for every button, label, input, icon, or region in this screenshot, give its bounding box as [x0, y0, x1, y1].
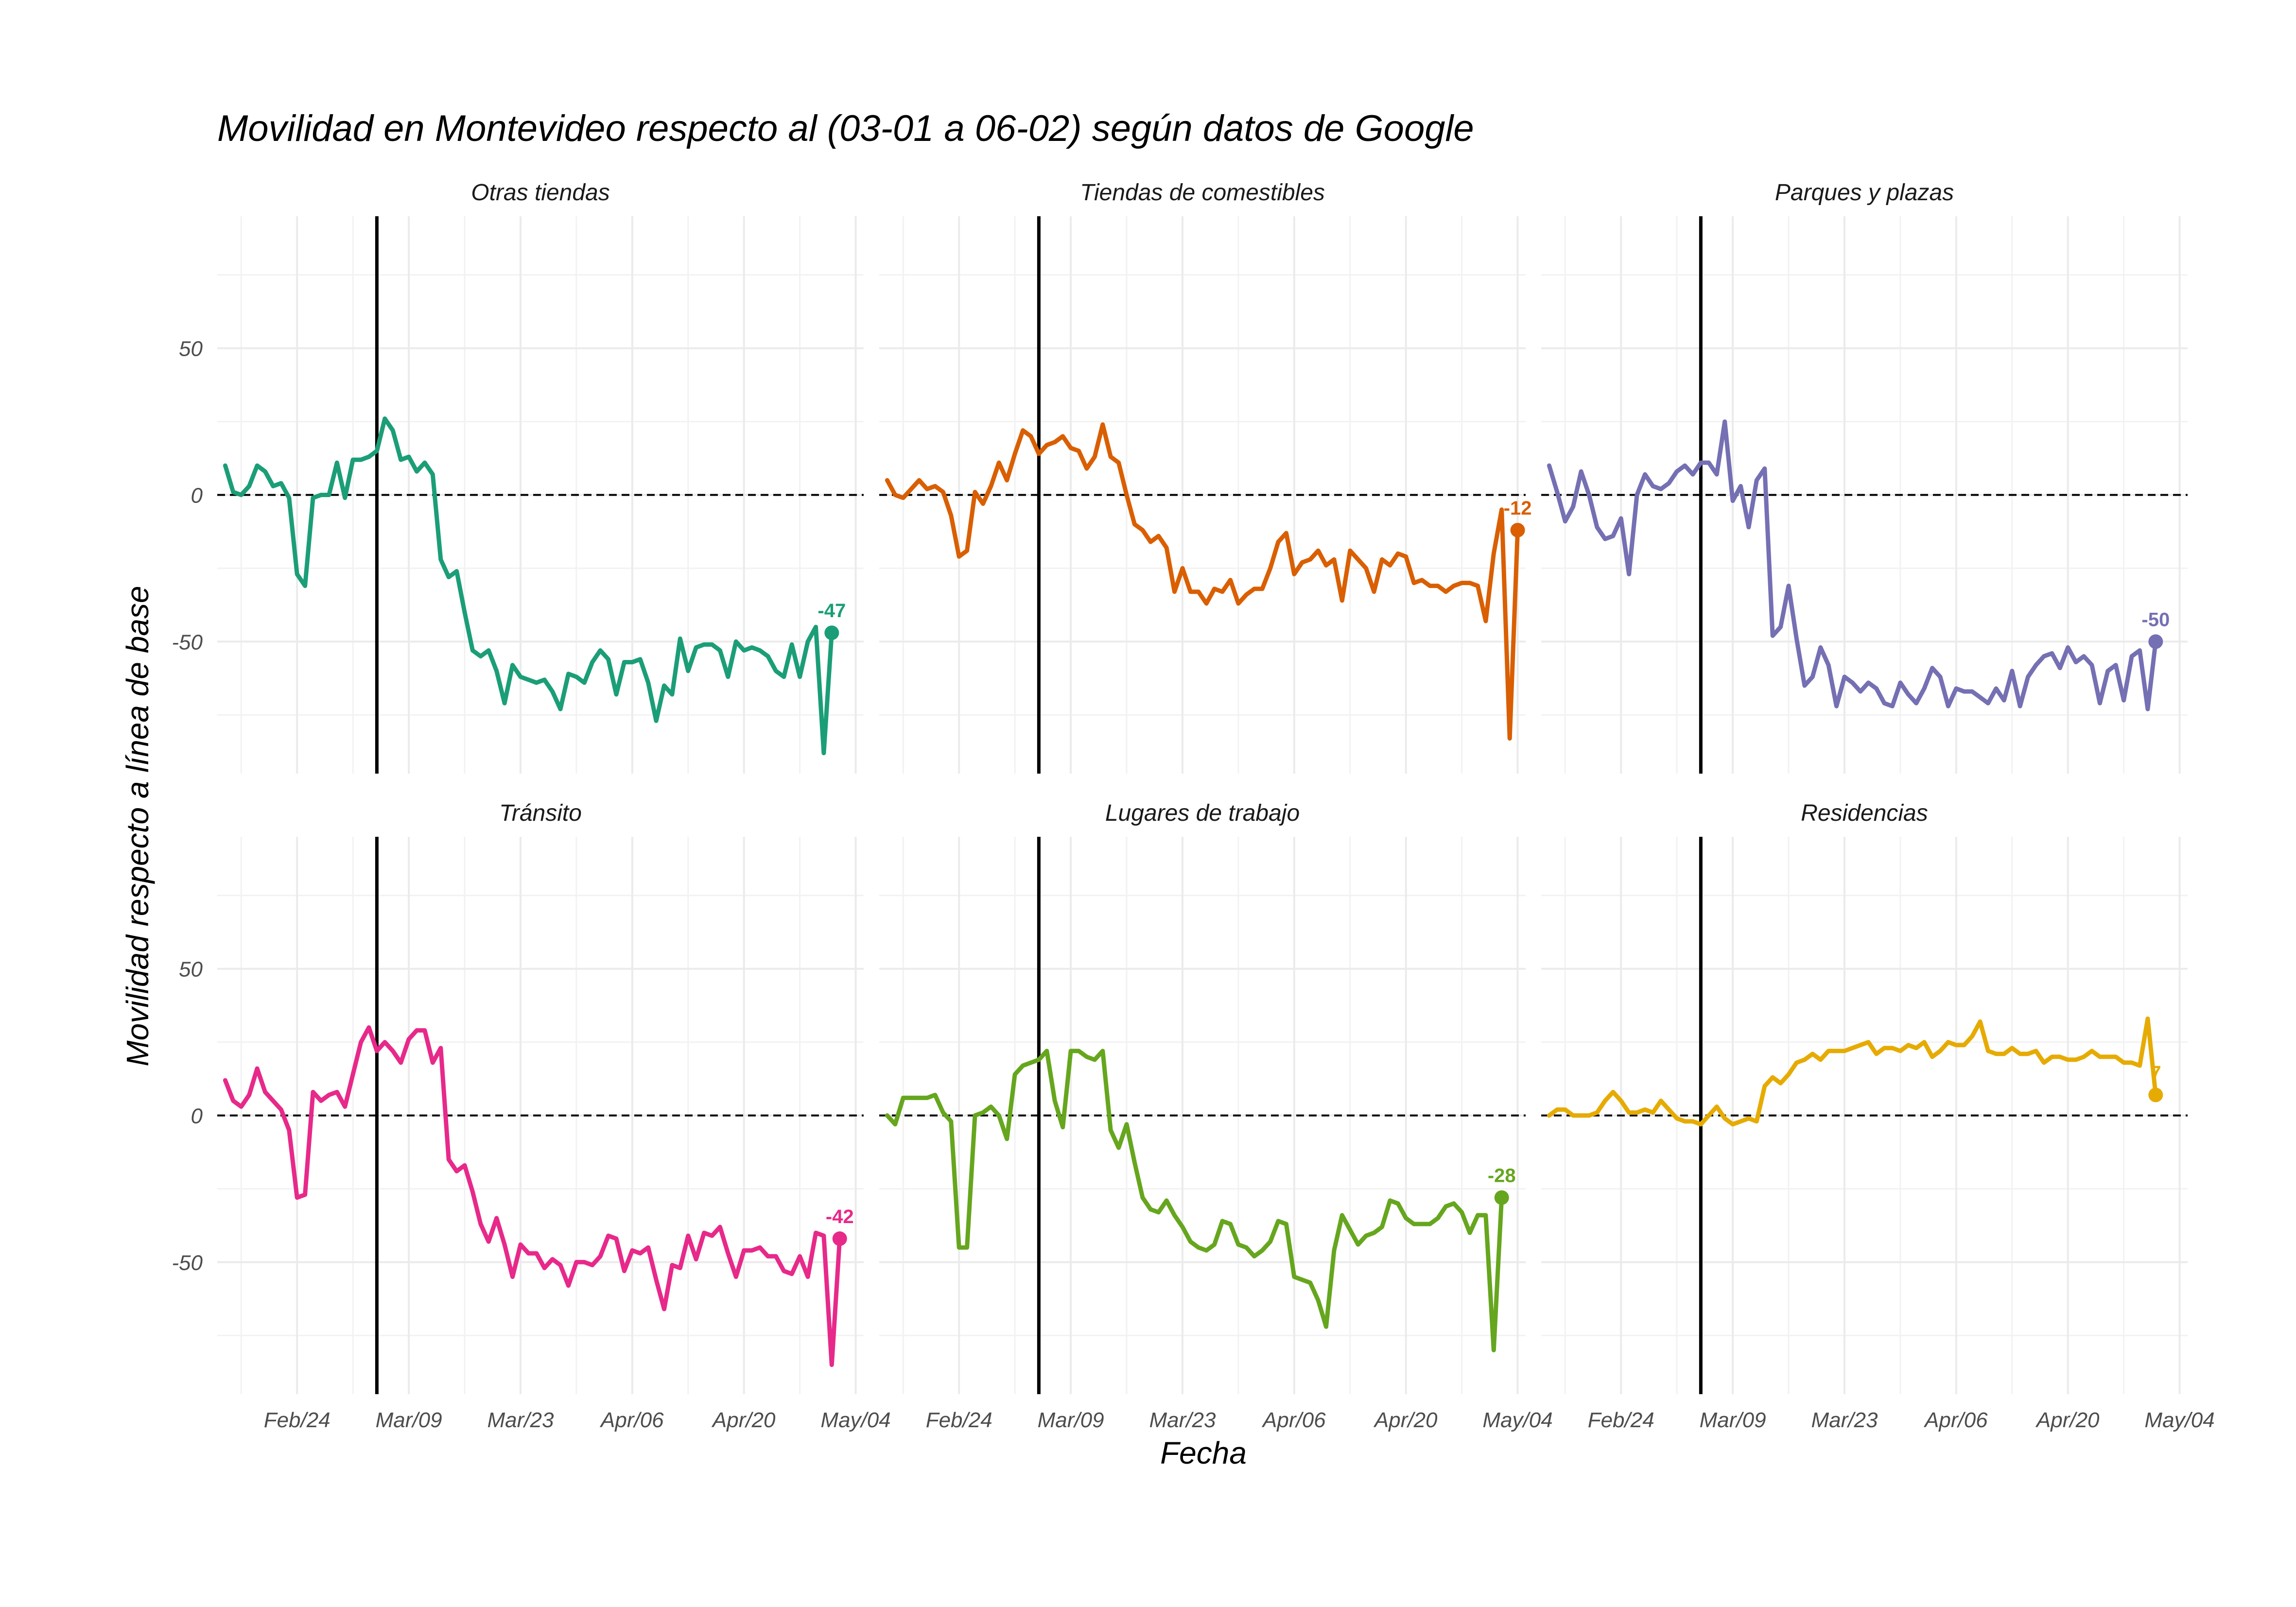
y-tick-label: 50	[179, 337, 203, 361]
series-end-label: -50	[2141, 609, 2170, 630]
series-line	[885, 422, 1520, 741]
series-end-point	[824, 625, 839, 640]
series-end-label: -42	[826, 1206, 854, 1227]
series-line	[223, 1025, 842, 1367]
x-tick-label: Mar/23	[487, 1408, 554, 1432]
facet-strip-title: Lugares de trabajo	[1105, 800, 1300, 826]
x-tick-label: Mar/09	[376, 1408, 442, 1432]
x-tick-label: Apr/20	[711, 1408, 776, 1432]
series-line	[223, 416, 834, 756]
series-end-label: 7	[2150, 1062, 2161, 1084]
x-tick-label: Mar/09	[1038, 1408, 1104, 1432]
x-tick-label: Feb/24	[1588, 1408, 1654, 1432]
facet-panel: -12 Tiendas de comestibles	[879, 180, 1531, 774]
chart-title: Movilidad en Montevideo respecto al (03-…	[217, 108, 1474, 149]
facet-strip-title: Residencias	[1801, 800, 1928, 826]
series-end-point	[832, 1231, 847, 1246]
y-tick-label: 50	[179, 958, 203, 982]
series-end-label: -12	[1504, 498, 1532, 519]
x-tick-label: May/04	[820, 1408, 890, 1432]
x-tick-label: Mar/23	[1811, 1408, 1878, 1432]
x-axis-label: Fecha	[1160, 1435, 1247, 1470]
series-end-point	[2148, 634, 2163, 649]
facet-panel: -42 Tránsito -50 0 50 Feb/24 Mar/09 Mar/23 Apr/0…	[172, 800, 890, 1432]
x-tick-label: Mar/09	[1700, 1408, 1766, 1432]
facet-panel: -28 Lugares de trabajo Feb/24 Mar/09 Mar/23 A…	[879, 800, 1553, 1432]
series-line	[885, 1049, 1504, 1352]
y-tick-label: -50	[172, 630, 203, 654]
facet-panel: -47 Otras tiendas -50 0 50	[172, 180, 864, 774]
x-tick-label: Apr/06	[599, 1408, 664, 1432]
y-tick-label: -50	[172, 1251, 203, 1275]
x-tick-label: Apr/06	[1923, 1408, 1988, 1432]
x-tick-label: Apr/20	[1373, 1408, 1438, 1432]
y-tick-label: 0	[191, 484, 203, 508]
facet-strip-title: Tránsito	[499, 800, 582, 826]
series-end-point	[2148, 1088, 2163, 1103]
facet-panel: -50 Parques y plazas	[1541, 180, 2188, 774]
facet-panels: -47 Otras tiendas -50 0 50 -12 Tiendas de come…	[172, 180, 2214, 1432]
series-end-label: -28	[1488, 1165, 1516, 1187]
x-tick-label: Apr/06	[1261, 1408, 1326, 1432]
x-tick-label: Feb/24	[264, 1408, 330, 1432]
x-tick-label: Feb/24	[926, 1408, 992, 1432]
series-end-label: -47	[818, 600, 846, 622]
y-axis-label: Movilidad respecto a línea de base	[120, 586, 155, 1066]
x-tick-label: Apr/20	[2035, 1408, 2100, 1432]
facet-panel: 7 Residencias Feb/24 Mar/09 Mar/23 Apr/06 Apr/…	[1541, 800, 2215, 1432]
series-end-point	[1510, 522, 1525, 537]
series-end-point	[1494, 1190, 1509, 1205]
x-tick-label: May/04	[2144, 1408, 2214, 1432]
series-line	[1547, 1016, 2158, 1127]
series-line	[1547, 419, 2158, 711]
facet-strip-title: Tiendas de comestibles	[1080, 180, 1325, 206]
x-tick-label: May/04	[1482, 1408, 1552, 1432]
facet-strip-title: Otras tiendas	[471, 180, 609, 206]
facet-strip-title: Parques y plazas	[1775, 180, 1954, 206]
y-tick-label: 0	[191, 1105, 203, 1128]
x-tick-label: Mar/23	[1149, 1408, 1216, 1432]
